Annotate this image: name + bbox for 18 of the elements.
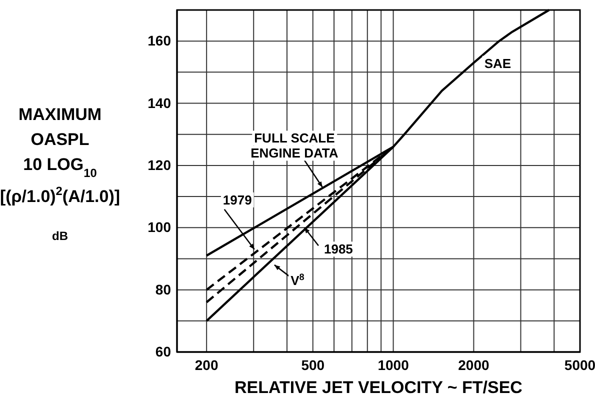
y-tick-label: 60	[155, 343, 172, 360]
x-tick-label: 5000	[564, 356, 595, 373]
y-tick-label: 80	[155, 281, 172, 298]
text: MAXIMUM OASPL 10 LOG$_{10}$ [(ρ/1.0)$^{2}$(A/1.0)] dB	[0, 105, 120, 243]
x-axis-title: RELATIVE JET VELOCITY ~ FT/SEC	[234, 378, 522, 397]
y-tick-label: 120	[148, 156, 172, 173]
x-tick-label: 2000	[458, 356, 490, 373]
annotation: 1979	[222, 192, 252, 208]
y-tick-label: 160	[148, 32, 172, 49]
annotation: SAE	[484, 56, 512, 71]
y-tick-label: 140	[148, 94, 172, 111]
annotation: V$^{8}$	[290, 272, 304, 288]
x-tick-label: 1000	[378, 356, 410, 373]
x-tick-label: 200	[194, 356, 218, 373]
annotation: FULL SCALE ENGINE DATA	[250, 130, 339, 161]
x-tick-label: 500	[301, 356, 325, 373]
y-tick-label: 100	[148, 219, 172, 236]
annotation: 1985	[324, 242, 353, 257]
